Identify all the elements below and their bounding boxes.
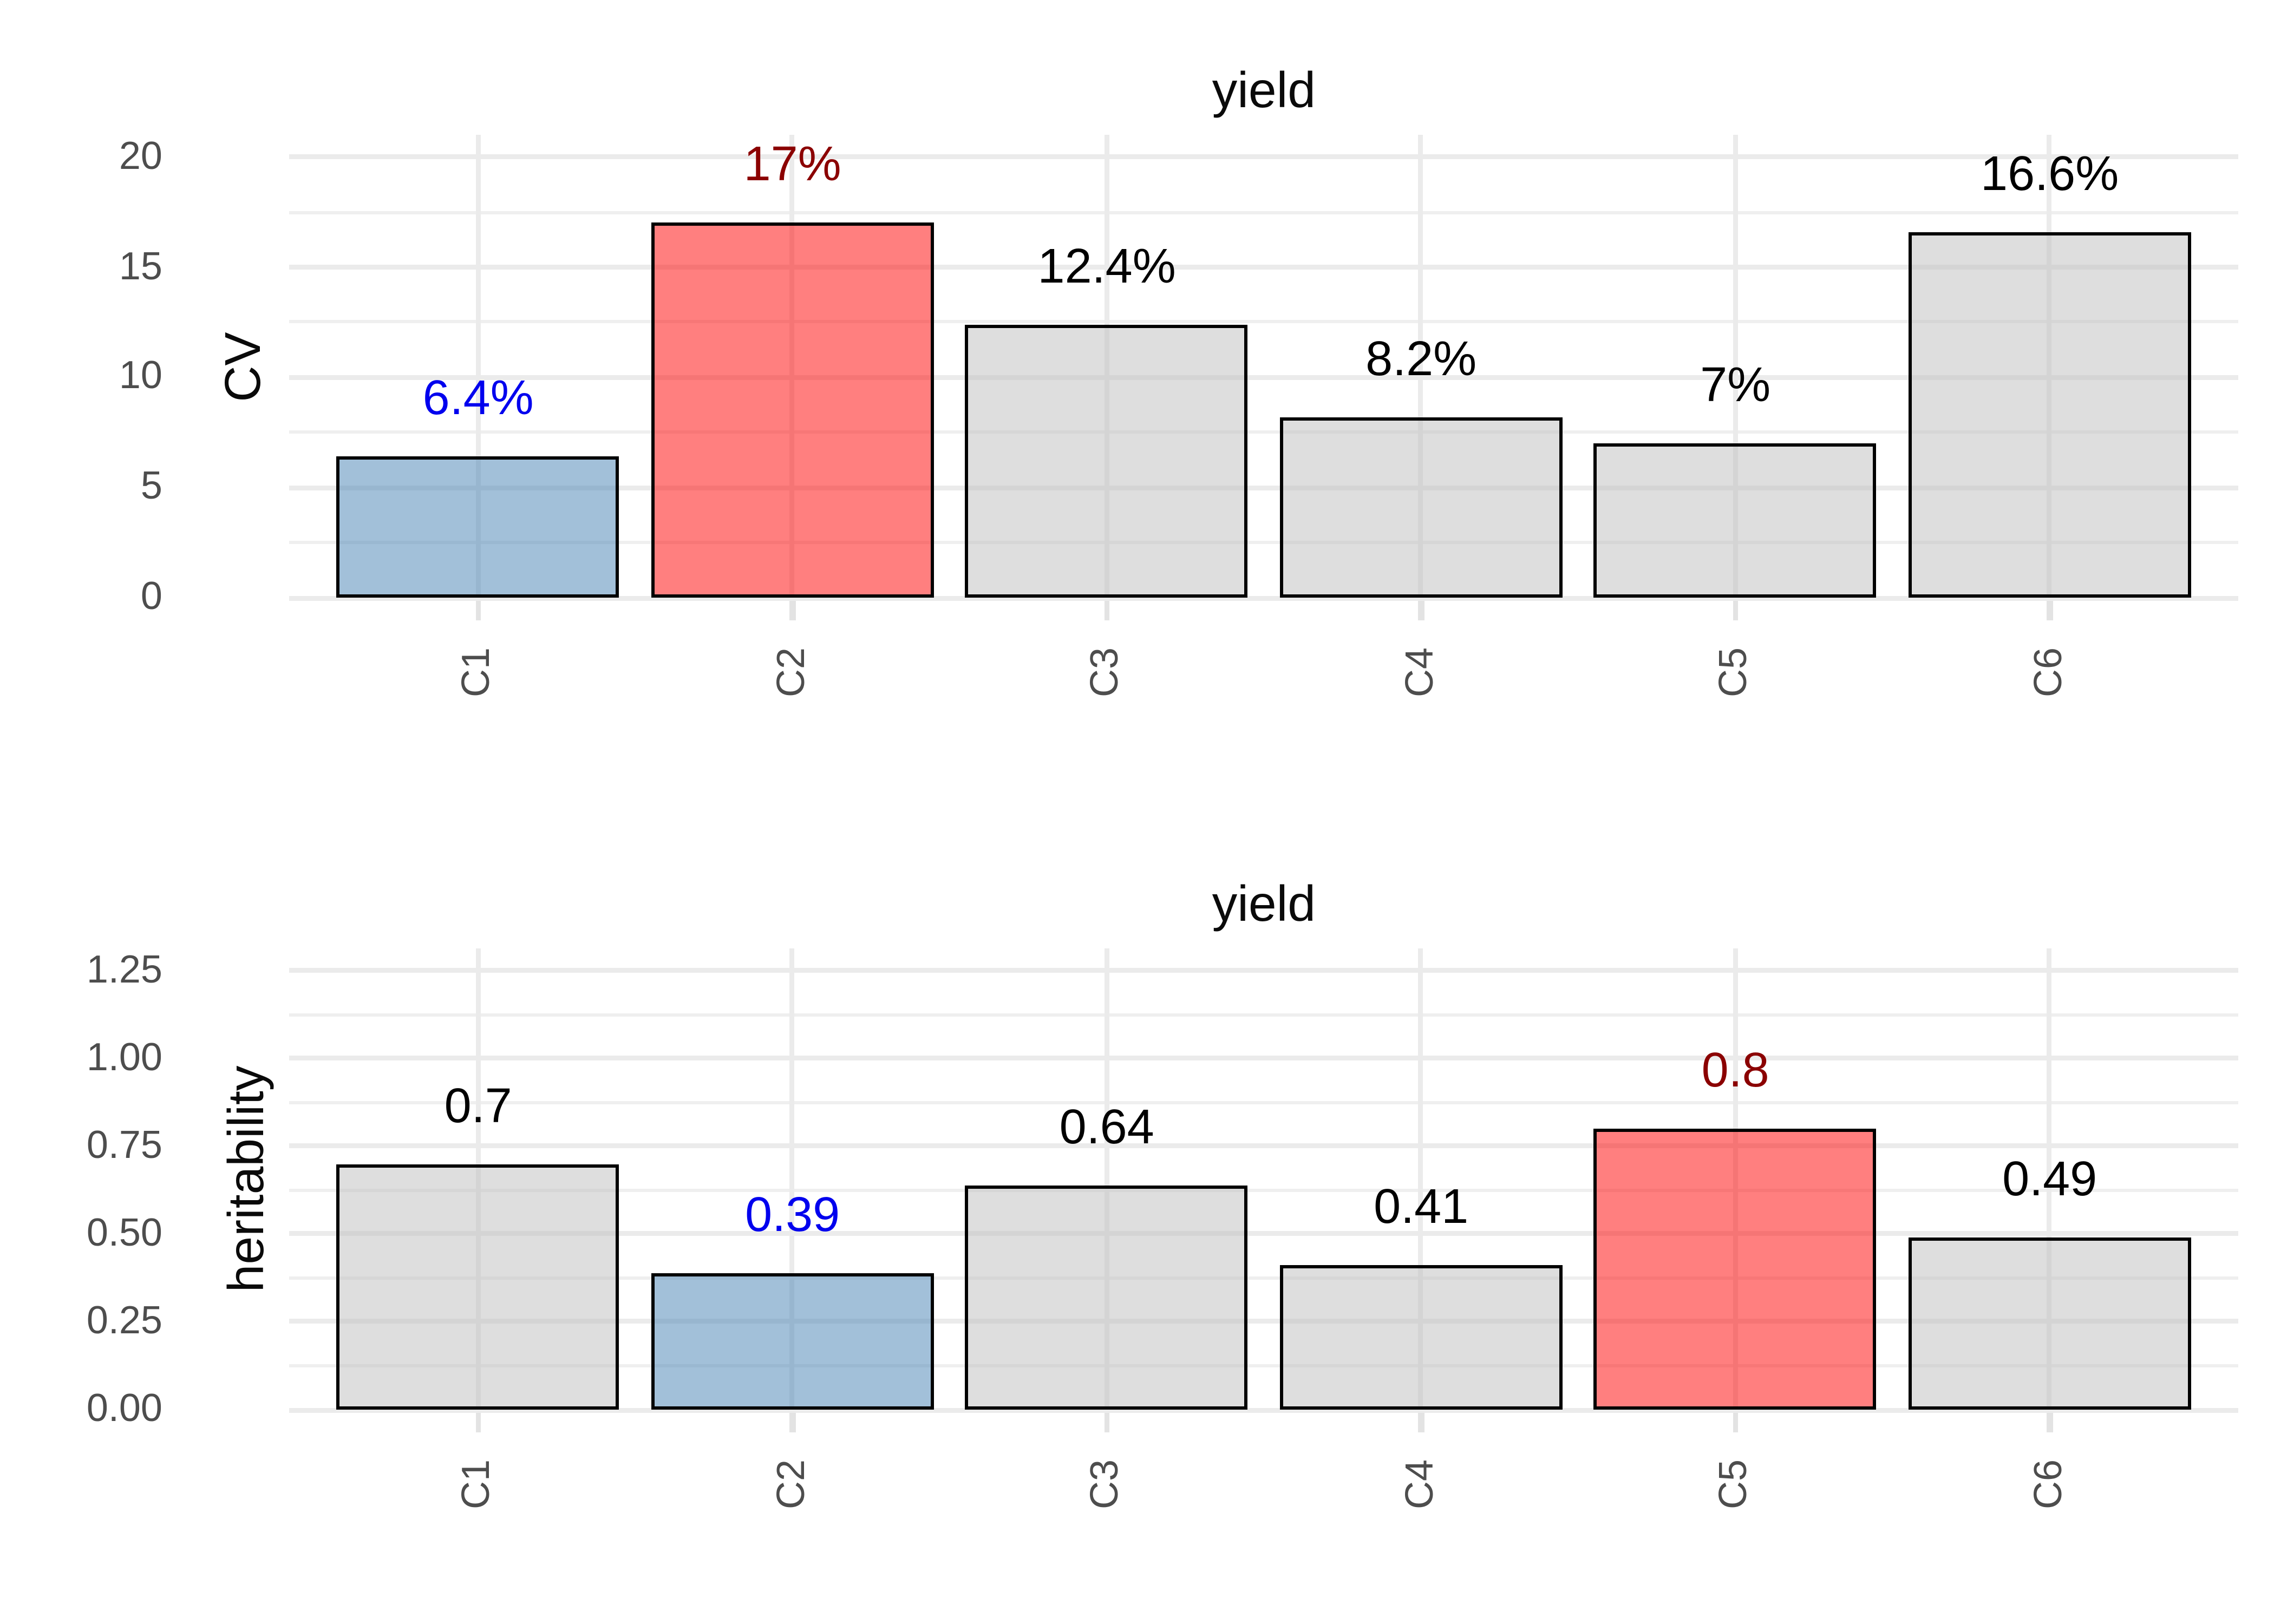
- major-gridline: [289, 154, 2238, 160]
- vertical-gridline: [790, 948, 795, 1410]
- x-tick-label: C6: [2027, 1459, 2071, 1510]
- plot-panel: [289, 948, 2238, 1412]
- bar: [965, 324, 1249, 598]
- x-tick-mark: [2047, 601, 2053, 621]
- major-gridline: [289, 485, 2238, 490]
- y-tick-label: 0.00: [86, 1387, 162, 1431]
- major-gridline: [289, 1231, 2238, 1236]
- minor-gridline: [289, 1100, 2238, 1104]
- bar: [965, 1184, 1249, 1410]
- bar: [1908, 1237, 2191, 1410]
- x-tick-mark: [1418, 1413, 1424, 1432]
- bar-value-label: 12.4%: [1037, 240, 1176, 294]
- major-gridline: [289, 595, 2238, 601]
- major-gridline: [289, 968, 2238, 973]
- major-gridline: [289, 1143, 2238, 1149]
- bar-value-label: 6.4%: [422, 372, 534, 427]
- bar-value-label: 0.41: [1374, 1181, 1469, 1235]
- bar-value-label: 7%: [1700, 359, 1771, 413]
- bar-value-label: 0.39: [745, 1188, 840, 1242]
- chart-title: yield: [1212, 62, 1316, 119]
- bar: [651, 222, 934, 598]
- x-tick-mark: [1104, 601, 1110, 621]
- vertical-gridline: [2047, 948, 2053, 1410]
- x-tick-label: C2: [769, 1459, 814, 1510]
- minor-gridline: [289, 210, 2238, 214]
- bar-value-label: 0.49: [2002, 1152, 2097, 1207]
- x-tick-mark: [1733, 601, 1739, 621]
- bar-value-label: 0.64: [1059, 1100, 1154, 1154]
- bar: [651, 1272, 934, 1410]
- minor-gridline: [289, 1012, 2238, 1016]
- y-tick-label: 1.25: [86, 947, 162, 992]
- bar-value-label: 0.8: [1701, 1044, 1769, 1098]
- major-gridline: [289, 1056, 2238, 1061]
- vertical-gridline: [1104, 948, 1109, 1410]
- x-tick-mark: [475, 1413, 481, 1432]
- chart-title: yield: [1212, 875, 1316, 932]
- y-tick-label: 0.75: [86, 1123, 162, 1168]
- bar-value-label: 8.2%: [1365, 332, 1477, 387]
- bar: [1593, 1128, 1877, 1410]
- x-tick-mark: [1733, 1413, 1739, 1432]
- y-tick-label: 0: [140, 575, 162, 619]
- x-tick-mark: [2047, 1413, 2053, 1432]
- major-gridline: [289, 375, 2238, 380]
- bar-value-label: 16.6%: [1981, 147, 2119, 201]
- x-tick-mark: [789, 1413, 795, 1432]
- x-tick-label: C5: [1713, 1459, 1757, 1510]
- y-axis-title: heritability: [218, 1065, 275, 1293]
- vertical-gridline: [475, 135, 481, 598]
- minor-gridline: [289, 431, 2238, 435]
- x-tick-label: C3: [1084, 1459, 1128, 1510]
- x-tick-label: C4: [1398, 1459, 1442, 1510]
- bar: [336, 1163, 620, 1410]
- minor-gridline: [289, 1364, 2238, 1367]
- y-tick-label: 10: [119, 355, 162, 399]
- major-gridline: [289, 1407, 2238, 1412]
- bar: [1279, 1265, 1563, 1410]
- bar: [1279, 417, 1563, 598]
- y-tick-label: 1.00: [86, 1035, 162, 1079]
- minor-gridline: [289, 320, 2238, 324]
- x-tick-mark: [1104, 1413, 1110, 1432]
- y-tick-label: 20: [119, 134, 162, 178]
- minor-gridline: [289, 541, 2238, 545]
- bar: [1593, 443, 1877, 598]
- y-tick-label: 15: [119, 244, 162, 289]
- x-tick-mark: [789, 601, 795, 621]
- vertical-gridline: [1733, 135, 1738, 598]
- bar: [336, 457, 620, 598]
- minor-gridline: [289, 1188, 2238, 1192]
- bar-value-label: 0.7: [444, 1079, 512, 1133]
- y-tick-label: 0.25: [86, 1299, 162, 1343]
- major-gridline: [289, 265, 2238, 270]
- x-tick-label: C1: [455, 1459, 500, 1510]
- vertical-gridline: [1419, 135, 1424, 598]
- bar-value-label: 17%: [743, 138, 841, 192]
- x-tick-mark: [1418, 601, 1424, 621]
- y-tick-label: 5: [140, 465, 162, 509]
- minor-gridline: [289, 1276, 2238, 1280]
- vertical-gridline: [1419, 948, 1424, 1410]
- x-tick-mark: [475, 601, 481, 621]
- plot-panel: [289, 135, 2238, 601]
- major-gridline: [289, 1319, 2238, 1325]
- y-tick-label: 0.50: [86, 1211, 162, 1255]
- bar: [1908, 232, 2191, 598]
